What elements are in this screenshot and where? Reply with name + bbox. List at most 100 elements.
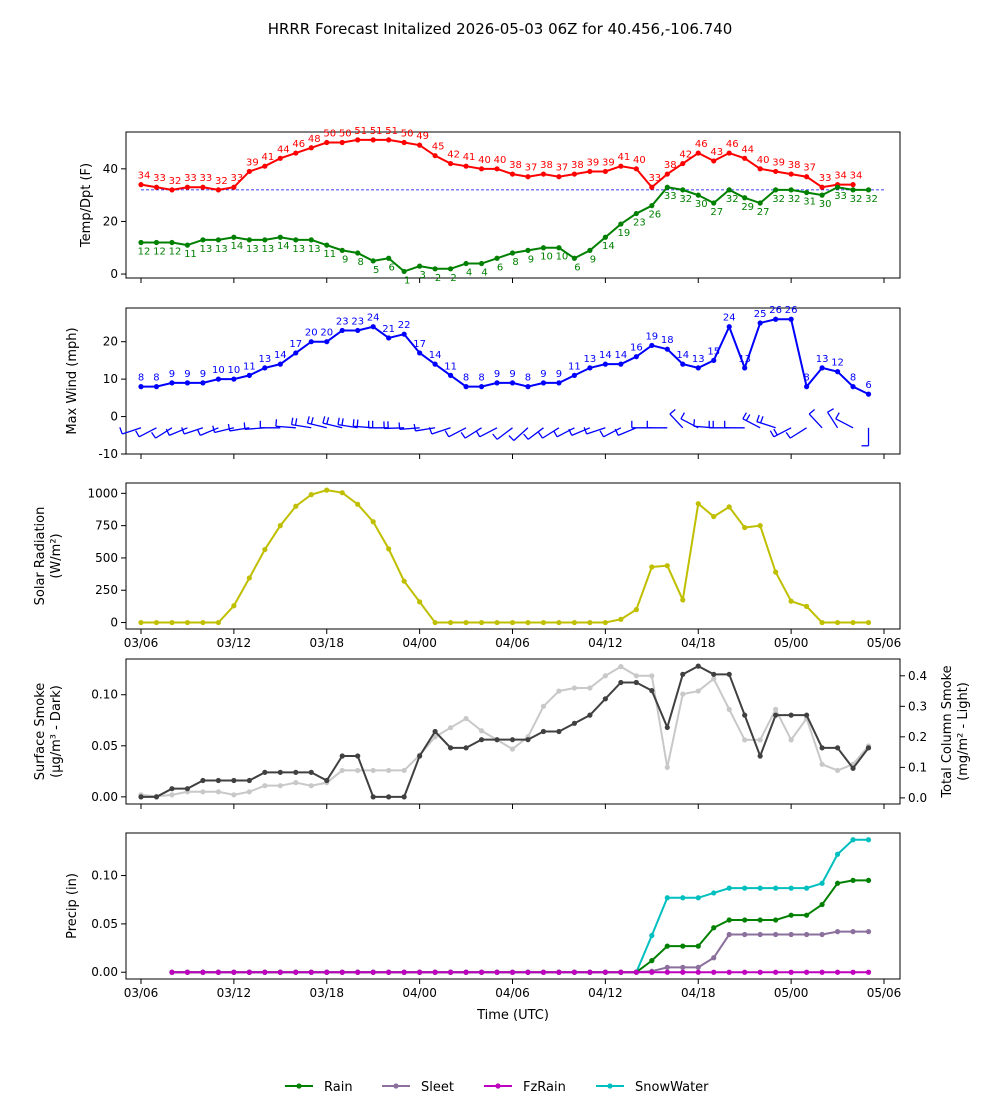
temp-data-label: 48 [308,134,321,145]
temp-point [324,139,330,146]
dewpoint-data-label: 13 [200,244,213,255]
rain-point [788,912,794,918]
solar-point [262,546,268,553]
legend-marker [393,1083,399,1089]
wind-barb-flag [693,419,696,427]
smoke-dark-point [432,728,438,735]
wind-barb [259,420,281,429]
x-tick-label: 03/18 [309,986,344,1000]
temp-point [370,137,376,143]
legend-marker [495,1083,501,1089]
y2-tick-label: 0.3 [908,699,927,713]
dewpoint-data-label: 8 [358,257,364,268]
solar-point [355,501,361,507]
smoke-dark-point [169,786,175,792]
wind-data-label: 18 [661,335,674,346]
y-tick-label: 750 [95,519,118,533]
smoke-dark-point [865,745,872,751]
temp-point [184,184,191,190]
wind-barb [693,419,714,429]
smoke-dark-point [478,737,485,743]
smoke-light-point [757,737,763,743]
smoke-light-point [463,715,469,722]
temp-point [618,163,624,169]
x-tick-label: 04/12 [588,986,623,1000]
wind-point [401,331,407,337]
wind-point [200,380,206,386]
fzrain-point [478,969,485,975]
wind-data-label: 13 [258,354,271,365]
dewpoint-data-label: 13 [215,244,228,255]
temp-point [215,187,221,193]
solar-point [277,523,283,529]
dewpoint-point [726,187,732,193]
fzrain-point [509,969,516,975]
temp-data-label: 40 [478,155,491,166]
wind-point [571,372,578,378]
solar-point [215,619,221,626]
dewpoint-line [141,186,869,273]
wind-barb [631,420,652,429]
solar-point [633,607,639,613]
y-tick-label: 0 [110,267,118,281]
temp-point [169,187,175,193]
wind-barb-staff [789,427,807,439]
temp-point [850,182,856,188]
temp-data-label: 37 [525,163,538,174]
wind-data-label: 13 [692,354,705,365]
smoke-dark-point [571,720,578,726]
wind-data-label: 23 [336,316,349,327]
solar-point [339,490,345,496]
temp-data-label: 32 [215,176,228,187]
y-tick-label: 500 [95,551,118,565]
y-axis-label: (μg/m³ - Dark) [49,685,64,778]
dewpoint-data-label: 29 [741,202,754,213]
wind-barb [460,427,482,439]
x-tick-label: 03/12 [217,636,252,650]
y-tick-label: 1000 [87,486,118,500]
wind-data-label: 24 [723,313,736,324]
fzrain-point [401,969,407,975]
temp-point [804,174,810,180]
fzrain-point [819,969,825,975]
legend-label: FzRain [523,1080,566,1095]
solar-point [447,619,454,626]
smoke-dark-point [231,777,237,784]
wind-data-label: 17 [289,339,302,350]
dewpoint-data-label: 32 [772,194,785,205]
snowwater-point [788,885,794,891]
dewpoint-point [556,245,562,251]
smoke-light-point [262,783,268,789]
wind-barb-flag [322,416,326,424]
wind-barb-flag [243,422,246,430]
temp-data-label: 46 [695,139,708,150]
temp-data-label: 38 [788,160,801,171]
sleet-point [850,929,856,935]
wind-barb-staff [542,427,560,439]
wind-data-label: 8 [138,373,144,384]
smoke-light-point [664,764,670,770]
solar-point [865,619,872,626]
wind-data-label: 20 [305,328,318,339]
wind-barb-flag [538,432,544,439]
temp-data-label: 38 [540,160,553,171]
wind-point [525,384,531,390]
wind-data-label: 10 [228,365,241,376]
temp-data-label: 49 [416,131,429,142]
wind-barb [227,423,250,432]
wind-data-label: 8 [803,373,809,384]
wind-point [509,380,516,386]
temp-data-label: 45 [432,142,445,153]
smoke-dark-point [277,769,283,775]
smoke-light-point [587,685,593,691]
dewpoint-data-label: 32 [865,194,878,205]
y-tick-label: 0.05 [91,917,118,931]
wind-data-label: 12 [831,358,844,369]
smoke-light-point [401,767,407,774]
smoke-light-point [680,691,686,697]
legend-marker [296,1083,302,1089]
wind-barb [275,419,296,429]
wind-barb [165,427,188,437]
wind-point [355,327,361,334]
dewpoint-point [447,266,454,272]
